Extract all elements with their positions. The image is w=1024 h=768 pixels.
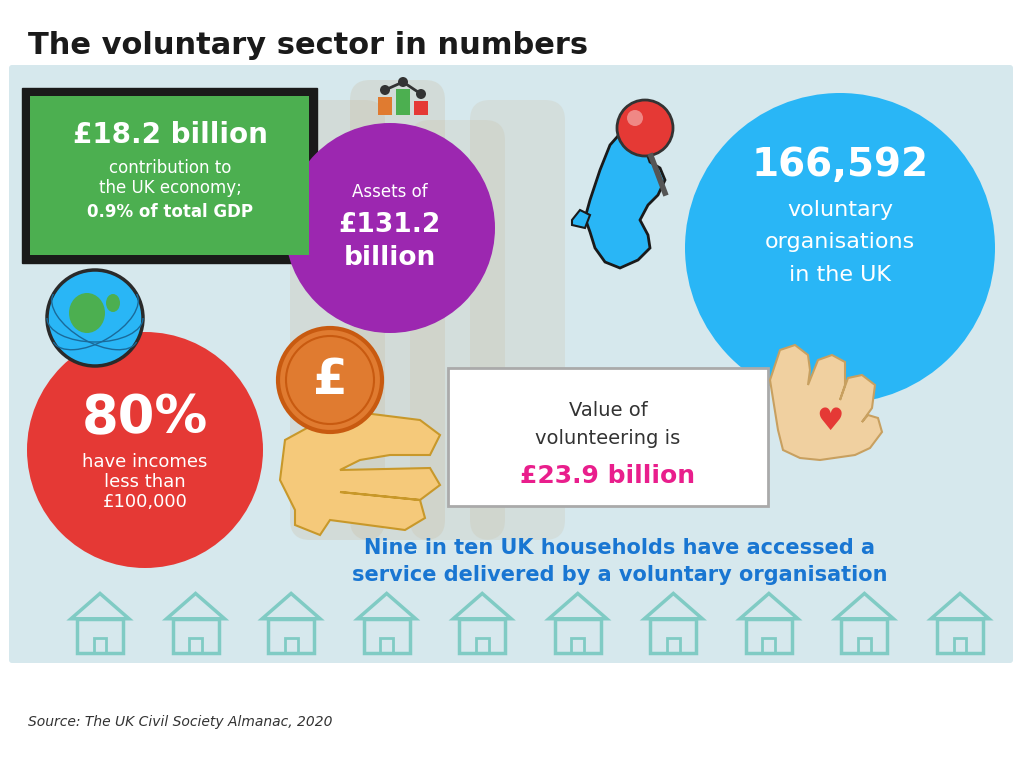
FancyBboxPatch shape (290, 100, 385, 540)
Text: billion: billion (344, 245, 436, 271)
FancyBboxPatch shape (410, 120, 505, 540)
FancyBboxPatch shape (449, 368, 768, 506)
Text: service delivered by a voluntary organisation: service delivered by a voluntary organis… (352, 565, 888, 585)
FancyBboxPatch shape (470, 100, 565, 540)
Polygon shape (572, 210, 590, 228)
Text: £: £ (312, 356, 347, 404)
Text: £18.2 billion: £18.2 billion (73, 121, 267, 149)
FancyBboxPatch shape (9, 65, 1013, 663)
Text: ♥: ♥ (816, 408, 844, 436)
Text: Value of: Value of (568, 400, 647, 419)
Circle shape (685, 93, 995, 403)
Ellipse shape (106, 294, 120, 312)
Text: £131.2: £131.2 (339, 212, 441, 238)
Circle shape (416, 89, 426, 99)
Text: 80%: 80% (82, 392, 208, 444)
Circle shape (27, 332, 263, 568)
Text: Assets of: Assets of (352, 183, 428, 201)
Circle shape (380, 85, 390, 95)
Circle shape (627, 110, 643, 126)
Text: Source: The UK Civil Society Almanac, 2020: Source: The UK Civil Society Almanac, 20… (28, 715, 333, 729)
Polygon shape (770, 345, 882, 460)
Ellipse shape (69, 293, 105, 333)
Text: contribution to: contribution to (109, 159, 231, 177)
FancyBboxPatch shape (396, 89, 410, 115)
FancyBboxPatch shape (378, 97, 392, 115)
Circle shape (47, 270, 143, 366)
Circle shape (617, 100, 673, 156)
Text: 0.9% of total GDP: 0.9% of total GDP (87, 203, 253, 221)
Text: The voluntary sector in numbers: The voluntary sector in numbers (28, 31, 588, 59)
Text: less than: less than (104, 473, 185, 491)
Text: £23.9 billion: £23.9 billion (520, 464, 695, 488)
Text: volunteering is: volunteering is (536, 429, 681, 448)
FancyBboxPatch shape (350, 80, 445, 540)
Text: the UK economy;: the UK economy; (98, 179, 242, 197)
Circle shape (285, 123, 495, 333)
Text: in the UK: in the UK (790, 265, 891, 285)
Text: organisations: organisations (765, 232, 915, 252)
Text: have incomes: have incomes (82, 453, 208, 471)
FancyBboxPatch shape (30, 96, 309, 255)
Circle shape (398, 77, 408, 87)
Polygon shape (280, 410, 440, 535)
Text: 166,592: 166,592 (752, 146, 929, 184)
Text: Nine in ten UK households have accessed a: Nine in ten UK households have accessed … (365, 538, 876, 558)
FancyBboxPatch shape (414, 101, 428, 115)
Text: voluntary: voluntary (787, 200, 893, 220)
Polygon shape (585, 112, 665, 268)
Text: £100,000: £100,000 (102, 493, 187, 511)
Circle shape (278, 328, 382, 432)
FancyBboxPatch shape (22, 88, 317, 263)
